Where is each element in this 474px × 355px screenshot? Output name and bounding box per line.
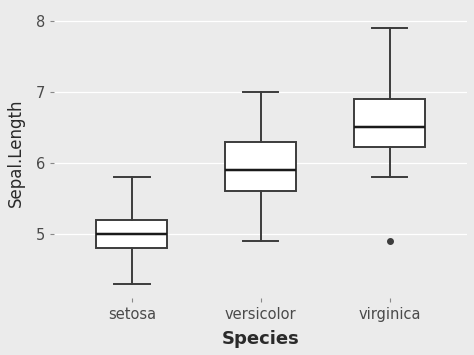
- PathPatch shape: [96, 220, 167, 248]
- PathPatch shape: [225, 142, 296, 191]
- PathPatch shape: [354, 99, 425, 147]
- X-axis label: Species: Species: [222, 330, 300, 348]
- Y-axis label: Sepal.Length: Sepal.Length: [7, 98, 25, 207]
